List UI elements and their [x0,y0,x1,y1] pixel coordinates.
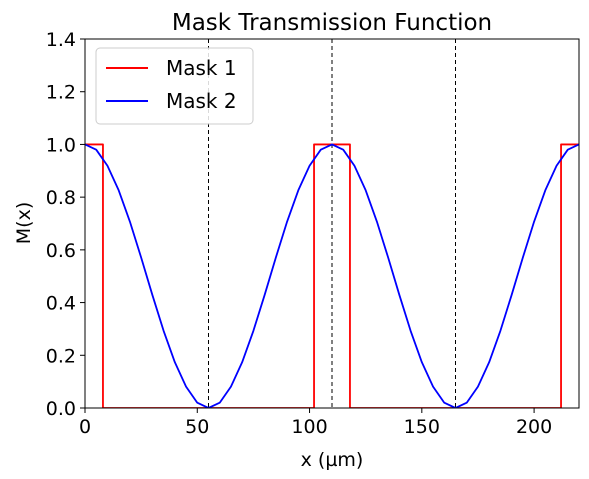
y-tick-label: 0.2 [46,345,76,367]
x-axis-label: x (µm) [301,449,364,471]
x-tick-label: 0 [79,416,91,438]
y-tick-label: 0.8 [46,187,76,209]
y-tick-label: 0.0 [46,398,76,420]
plot-frame [84,38,580,409]
x-tick-label: 200 [516,416,552,438]
y-tick-label: 0.6 [46,240,76,262]
chart-title: Mask Transmission Function [172,10,492,36]
y-axis: 0.0 0.2 0.4 0.6 0.8 1.0 1.2 1.4 [46,29,85,420]
x-tick-label: 50 [185,416,209,438]
y-axis-label: M(x) [13,202,35,244]
y-tick-label: 1.2 [46,82,76,104]
x-axis: 0 50 100 150 200 [79,408,552,438]
x-tick-label: 150 [404,416,440,438]
legend: Mask 1 Mask 2 [95,47,254,125]
y-tick-label: 0.4 [46,293,76,315]
legend-label: Mask 1 [166,56,237,80]
plot-area [85,39,579,408]
series-line-2 [85,143,579,408]
y-tick-label: 1.4 [46,29,76,51]
legend-label: Mask 2 [166,89,237,113]
y-tick-label: 1.0 [46,134,76,156]
x-tick-label: 100 [291,416,327,438]
